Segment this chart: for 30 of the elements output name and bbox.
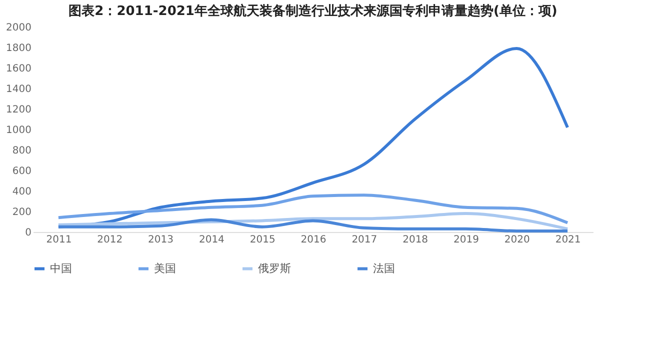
line-series bbox=[56, 194, 570, 224]
y-tick-label: 1200 bbox=[6, 104, 32, 116]
chart-title: 图表2：2011-2021年全球航天装备制造行业技术来源国专利申请量趋势(单位：项) bbox=[68, 3, 558, 19]
line-series bbox=[56, 212, 570, 230]
x-tick-label: 2021 bbox=[555, 234, 581, 246]
y-tick-label: 400 bbox=[12, 186, 32, 198]
legend-label: 法国 bbox=[373, 262, 395, 275]
x-tick-label: 2018 bbox=[402, 234, 428, 246]
y-tick-label: 1600 bbox=[6, 64, 32, 74]
line-series bbox=[56, 218, 570, 232]
y-tick-label: 1800 bbox=[6, 43, 32, 54]
x-tick-label: 2017 bbox=[352, 234, 378, 246]
legend-label: 俄罗斯 bbox=[258, 262, 291, 275]
x-tick-label: 2015 bbox=[250, 234, 276, 246]
y-tick-label: 2000 bbox=[6, 22, 32, 34]
legend-label: 美国 bbox=[154, 262, 176, 275]
x-tick-label: 2019 bbox=[454, 234, 479, 246]
y-tick-label: 800 bbox=[12, 146, 32, 156]
x-tick-label: 2016 bbox=[300, 234, 326, 246]
x-tick-label: 2012 bbox=[97, 234, 123, 246]
y-tick-label: 1400 bbox=[6, 84, 32, 95]
legend-label: 中国 bbox=[50, 262, 72, 275]
x-tick-label: 2014 bbox=[198, 234, 224, 246]
y-tick-label: 200 bbox=[12, 207, 32, 218]
y-tick-label: 1000 bbox=[6, 125, 32, 136]
y-tick-label: 0 bbox=[25, 228, 32, 238]
x-tick-label: 2011 bbox=[46, 234, 72, 246]
x-tick-label: 2013 bbox=[148, 234, 174, 246]
x-tick-label: 2020 bbox=[504, 234, 530, 246]
y-tick-label: 600 bbox=[12, 166, 32, 177]
